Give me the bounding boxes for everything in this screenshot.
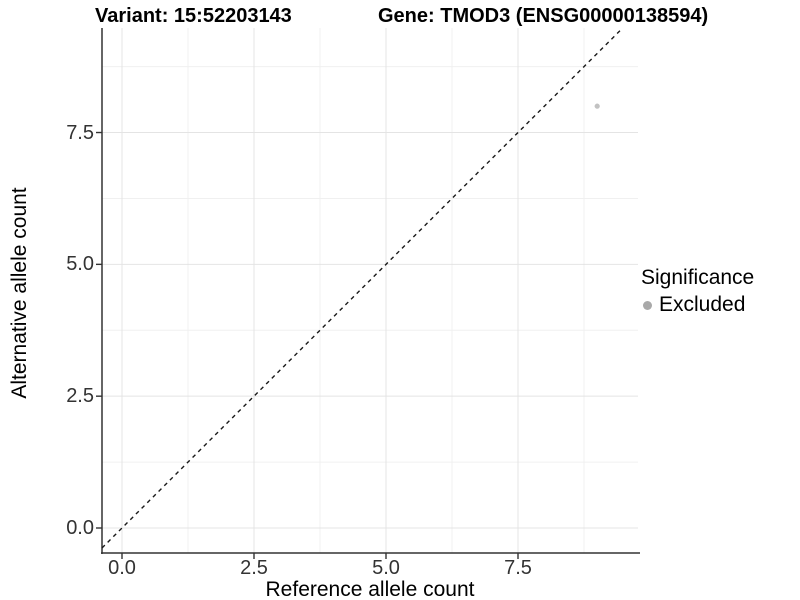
- plot-title-variant: Variant: 15:52203143: [95, 5, 292, 27]
- x-tick-label: 2.5: [240, 557, 268, 579]
- x-tick-label: 7.5: [504, 557, 532, 579]
- y-tick-label: 2.5: [66, 385, 94, 408]
- y-tick-label: 7.5: [66, 121, 94, 144]
- legend-item-label: Excluded: [659, 293, 746, 316]
- plot-title-gene: Gene: TMOD3 (ENSG00000138594): [378, 5, 709, 27]
- legend-title: Significance: [641, 266, 755, 289]
- excluded-point-icon: [643, 301, 652, 310]
- y-tick-label: 0.0: [66, 517, 94, 539]
- x-tick-label: 0.0: [108, 557, 136, 579]
- y-tick-label: 5.0: [66, 253, 94, 276]
- y-axis-title: Alternative allele count: [8, 187, 31, 399]
- legend-key: [641, 296, 659, 314]
- legend: Significance Excluded: [641, 266, 754, 317]
- data-point: [594, 103, 600, 109]
- legend-item-excluded: Excluded: [641, 293, 754, 317]
- x-axis-title: Reference allele count: [265, 578, 475, 600]
- x-tick-label: 5.0: [372, 557, 400, 579]
- identity-line: [101, 27, 624, 549]
